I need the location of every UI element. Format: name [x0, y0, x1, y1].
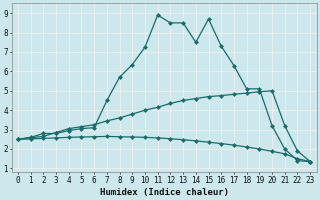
- X-axis label: Humidex (Indice chaleur): Humidex (Indice chaleur): [100, 188, 228, 197]
